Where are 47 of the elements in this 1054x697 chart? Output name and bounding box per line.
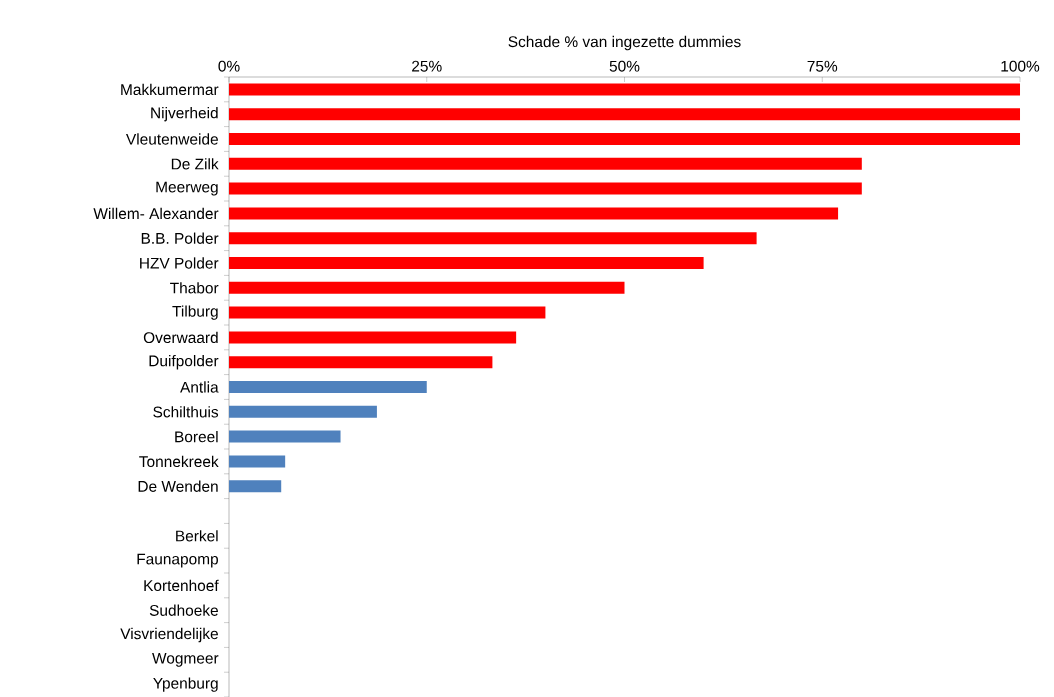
x-tick-label: 75% <box>807 60 838 72</box>
y-tick-label: Schilthuis <box>153 406 219 418</box>
x-tick-label: 50% <box>609 60 640 72</box>
x-tick-label: 0% <box>218 60 240 72</box>
y-tick-label: Vleutenweide <box>126 133 218 145</box>
y-tick-label: Kortenhoef <box>144 579 219 592</box>
y-tick-label: Tonnekreek <box>139 455 219 468</box>
bar <box>229 232 757 245</box>
y-tick-label: HZV Polder <box>140 257 219 269</box>
bar <box>229 331 517 344</box>
bar <box>229 455 286 468</box>
y-tick-label: Sudhoeke <box>149 604 218 616</box>
y-tick-label: Tilburg <box>172 305 218 320</box>
bar <box>229 356 493 369</box>
bar <box>229 83 1021 96</box>
x-tick-label: 100% <box>1001 60 1040 72</box>
bar <box>229 157 862 170</box>
y-tick-label: Nijverheid <box>151 107 218 122</box>
x-tick-label: 25% <box>412 60 442 72</box>
y-tick-label: De Wenden <box>138 480 218 492</box>
bar <box>229 207 839 220</box>
y-tick-label: Thabor <box>170 282 219 294</box>
y-tick-label: Berkel <box>176 530 218 542</box>
x-axis-title: Schade % van ingezette dummies <box>508 35 741 51</box>
bar <box>229 257 704 269</box>
y-tick-label: Boreel <box>175 430 218 443</box>
bar <box>229 381 427 393</box>
y-tick-label: Duifpolder <box>149 355 219 370</box>
y-tick-label: Wogmeer <box>152 652 219 667</box>
bar <box>229 182 862 195</box>
bar <box>229 133 1021 145</box>
bar <box>229 108 1021 121</box>
y-tick-label: Visvriendelijke <box>120 627 218 643</box>
bar <box>229 281 625 294</box>
y-tick-label: Meerweg <box>156 181 218 196</box>
y-tick-label: Faunapomp <box>137 553 218 568</box>
bar <box>229 480 282 493</box>
y-tick-label: Antlia <box>180 381 219 393</box>
y-tick-label: B.B. Polder <box>141 232 219 244</box>
bar <box>229 306 546 319</box>
bar <box>229 405 377 418</box>
y-tick-label: De Zilk <box>171 158 219 170</box>
y-tick-label: Overwaard <box>143 331 218 344</box>
y-tick-label: Ypenburg <box>153 677 218 692</box>
y-tick-label: Willem- Alexander <box>93 207 219 220</box>
bar <box>229 430 341 443</box>
y-tick-label: Makkumermar <box>121 83 219 96</box>
